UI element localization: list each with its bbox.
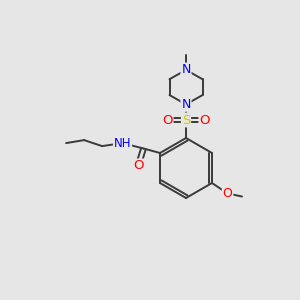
Text: NH: NH <box>114 136 131 150</box>
Text: N: N <box>181 98 191 111</box>
Text: O: O <box>162 113 173 127</box>
Text: S: S <box>182 113 190 127</box>
Text: O: O <box>200 113 210 127</box>
Text: N: N <box>181 63 191 76</box>
Text: O: O <box>223 187 232 200</box>
Text: O: O <box>133 159 143 172</box>
